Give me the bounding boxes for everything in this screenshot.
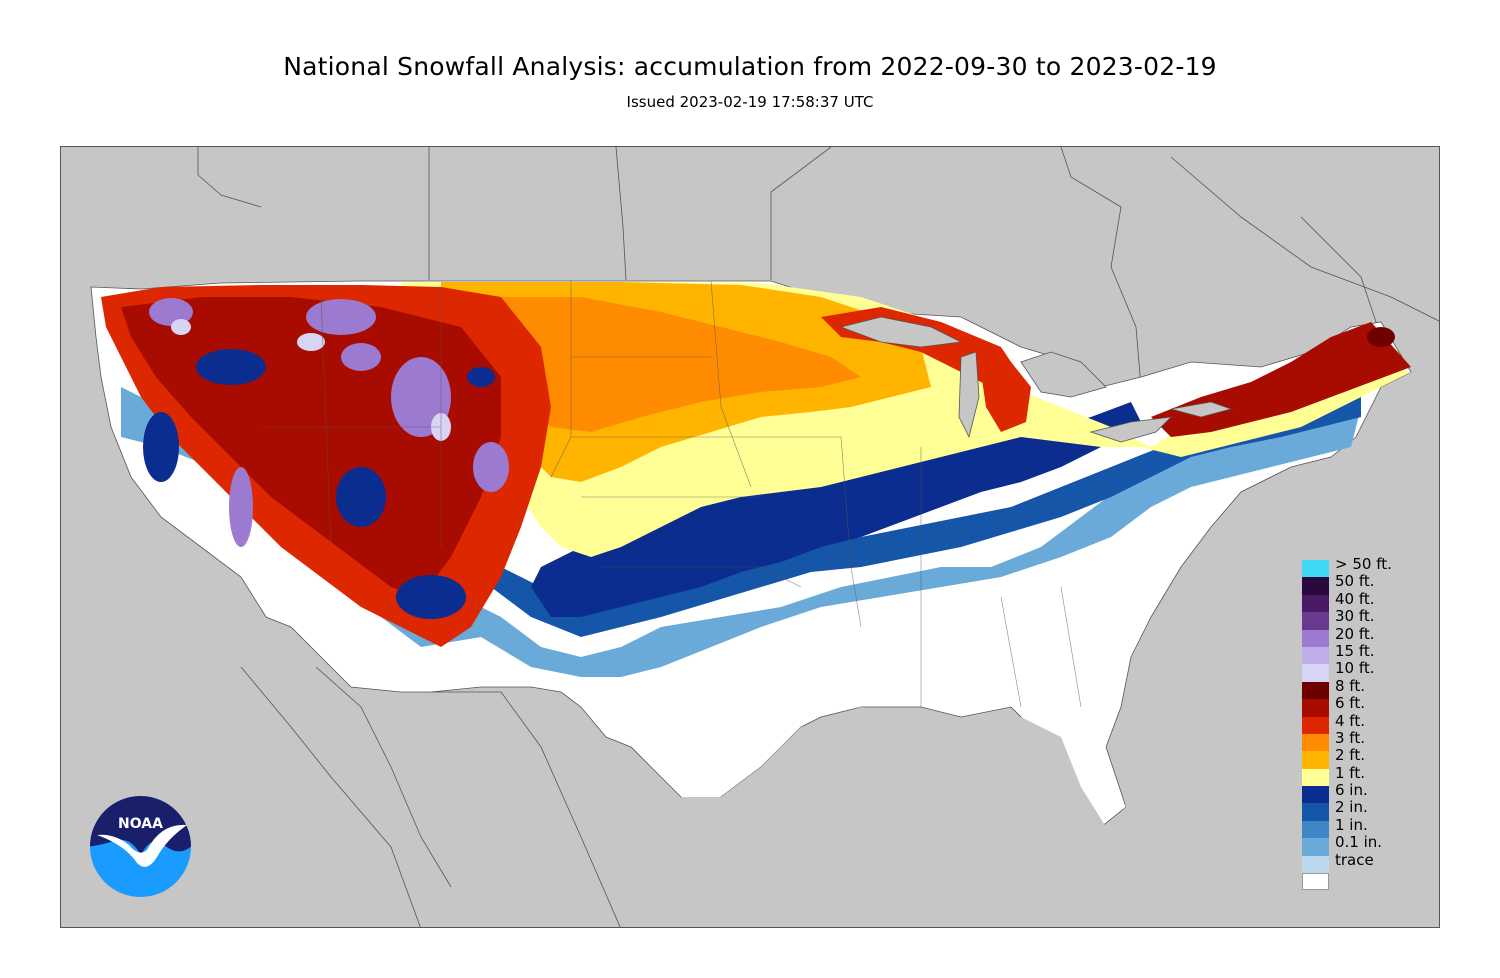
legend-row: 2 ft. (1302, 746, 1432, 769)
legend-label: 40 ft. (1335, 589, 1375, 608)
legend-swatch (1302, 560, 1329, 578)
legend-row: 1 in. (1302, 816, 1432, 839)
snowfall-map (60, 146, 1440, 928)
legend-label: 15 ft. (1335, 641, 1375, 660)
legend-label: 30 ft. (1335, 607, 1375, 626)
legend-swatch (1302, 612, 1329, 630)
noaa-logo-graphic: NOAA (90, 796, 191, 897)
legend-label: trace (1335, 850, 1374, 869)
noaa-logo-gull (97, 824, 187, 867)
noaa-logo: NOAA (89, 795, 192, 898)
map-subtitle: Issued 2023-02-19 17:58:37 UTC (626, 93, 874, 111)
legend-row: 2 in. (1302, 798, 1432, 821)
zone-3ft (501, 297, 861, 432)
legend-label: 50 ft. (1335, 572, 1375, 591)
legend-swatch (1302, 646, 1329, 665)
legend-row: 4 ft. (1302, 712, 1432, 734)
legend-label: 20 ft. (1335, 624, 1375, 643)
zone-6in (531, 402, 1141, 617)
west-basins (143, 349, 495, 619)
legend-swatch (1302, 786, 1329, 804)
legend-label: > 50 ft. (1335, 555, 1392, 573)
snowfall-legend: > 50 ft. 50 ft. 40 ft. 30 ft. 20 ft. 15 … (1302, 555, 1432, 891)
legend-swatch (1302, 664, 1329, 682)
legend-row: 3 ft. (1302, 729, 1432, 752)
legend-swatch (1302, 733, 1329, 752)
legend-swatch (1302, 751, 1329, 769)
legend-row: 15 ft. (1302, 642, 1432, 665)
legend-swatch (1302, 681, 1329, 700)
legend-row (1302, 873, 1432, 891)
snowfall-map-graphic (90, 147, 1439, 927)
legend-swatch (1302, 629, 1329, 647)
state-borders (261, 280, 1082, 708)
noaa-logo-text: NOAA (118, 816, 163, 832)
legend-row: trace (1302, 851, 1432, 874)
legend-label: 1 in. (1335, 815, 1368, 834)
legend-row: > 50 ft. (1302, 555, 1432, 578)
legend-row: 30 ft. (1302, 607, 1432, 630)
legend-row: 8 ft. (1302, 677, 1432, 700)
legend-label: 1 ft. (1335, 763, 1365, 782)
legend-label: 3 ft. (1335, 728, 1365, 747)
legend-row: 10 ft. (1302, 659, 1432, 682)
legend-swatch (1302, 855, 1329, 874)
legend-label: 10 ft. (1335, 659, 1375, 678)
legend-swatch (1302, 699, 1329, 717)
great-lakes-water (839, 316, 1233, 443)
zone-michigan (981, 362, 1031, 432)
legend-label: 8 ft. (1335, 676, 1365, 695)
legend-swatch (1302, 768, 1329, 787)
legend-row: 0.1 in. (1302, 833, 1432, 856)
zone-8ft-maine (1367, 327, 1395, 347)
legend-label: 4 ft. (1335, 711, 1365, 730)
legend-swatch (1302, 873, 1329, 891)
legend-label: 2 in. (1335, 798, 1368, 817)
legend-swatch (1302, 594, 1329, 613)
legend-swatch (1302, 716, 1329, 734)
legend-label: 2 ft. (1335, 746, 1365, 765)
legend-swatch (1302, 577, 1329, 595)
legend-row: 1 ft. (1302, 764, 1432, 787)
legend-label: 0.1 in. (1335, 833, 1383, 852)
legend-row: 6 ft. (1302, 694, 1432, 717)
legend-swatch (1302, 838, 1329, 856)
legend-swatch (1302, 803, 1329, 821)
legend-row: 50 ft. (1302, 572, 1432, 595)
gulf-water (681, 388, 1439, 927)
legend-label: 6 ft. (1335, 694, 1365, 713)
legend-label: 6 in. (1335, 781, 1368, 800)
legend-row: 40 ft. (1302, 590, 1432, 613)
map-title: National Snowfall Analysis: accumulation… (283, 52, 1217, 81)
legend-swatch (1302, 820, 1329, 839)
legend-row: 6 in. (1302, 781, 1432, 804)
legend-row: 20 ft. (1302, 625, 1432, 647)
